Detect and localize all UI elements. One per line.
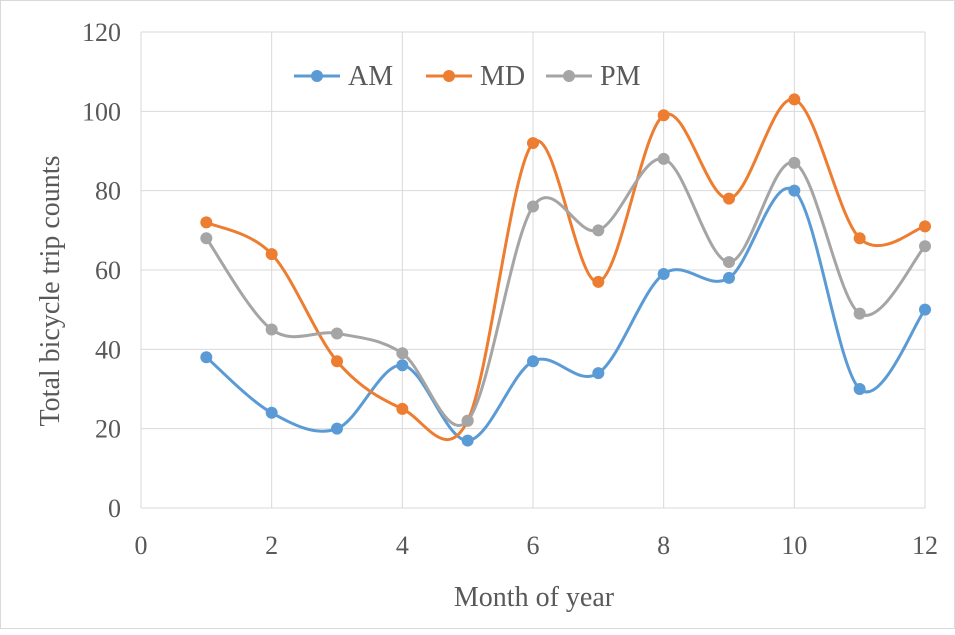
data-point-pm <box>788 156 801 169</box>
legend-label-am: AM <box>348 61 393 92</box>
y-tick-label: 20 <box>95 415 121 444</box>
x-tick-label: 12 <box>912 531 938 560</box>
series-md <box>200 93 931 442</box>
data-point-pm <box>723 256 735 269</box>
legend-marker-pm <box>563 70 575 82</box>
data-point-pm <box>200 232 213 245</box>
data-point-md <box>200 216 213 229</box>
legend-marker-am <box>311 70 323 82</box>
data-point-pm <box>592 224 605 237</box>
y-tick-label: 60 <box>95 256 121 285</box>
data-point-am <box>723 271 735 284</box>
data-point-md <box>396 402 409 415</box>
data-point-am <box>853 383 866 395</box>
series-am <box>200 184 931 447</box>
data-point-am <box>919 303 931 316</box>
y-tick-label: 40 <box>95 335 121 364</box>
data-point-md <box>723 192 735 205</box>
x-tick-label: 10 <box>781 531 807 560</box>
data-point-pm <box>461 414 474 427</box>
x-tick-label: 2 <box>265 531 278 560</box>
legend-label-md: MD <box>480 61 525 92</box>
x-tick-label: 8 <box>657 531 670 560</box>
x-tick-label: 0 <box>135 531 148 560</box>
legend-item-am: AM <box>294 61 393 92</box>
y-tick-label: 80 <box>95 177 121 206</box>
data-point-am <box>788 184 801 197</box>
x-tick-label: 4 <box>396 531 409 560</box>
data-point-md <box>853 232 866 245</box>
legend-item-md: MD <box>426 61 525 92</box>
data-point-pm <box>396 347 409 360</box>
data-point-md <box>527 137 539 150</box>
data-point-md <box>919 220 931 233</box>
data-point-am <box>527 355 539 368</box>
gridlines <box>140 31 926 509</box>
series-lines <box>200 93 931 447</box>
series-line-am <box>205 186 927 443</box>
data-point-am <box>265 406 278 419</box>
data-point-am <box>592 367 605 380</box>
data-point-md <box>265 248 278 261</box>
series-pm <box>200 152 931 427</box>
data-point-pm <box>853 307 866 320</box>
data-point-md <box>592 275 605 288</box>
series-line-md <box>205 97 926 442</box>
data-point-md <box>657 109 670 122</box>
data-point-md <box>788 93 801 106</box>
data-point-pm <box>527 200 539 213</box>
y-tick-label: 100 <box>82 97 121 126</box>
data-point-am <box>331 422 343 435</box>
data-point-pm <box>265 323 278 336</box>
data-point-am <box>396 359 409 372</box>
y-tick-label: 120 <box>82 18 121 47</box>
legend: AM MD PM <box>294 61 641 92</box>
x-axis-title: Month of year <box>454 582 615 613</box>
y-axis-title: Total bicycle trip counts <box>35 156 66 427</box>
data-point-pm <box>657 152 670 165</box>
data-point-am <box>461 434 474 447</box>
legend-item-pm: PM <box>546 61 641 92</box>
data-point-md <box>331 355 343 368</box>
legend-marker-md <box>443 70 455 82</box>
data-point-am <box>200 351 213 364</box>
axes: 0 20 40 60 80 100 120 0 2 4 6 8 10 12 <box>82 18 938 560</box>
y-tick-label: 0 <box>108 494 121 523</box>
legend-label-pm: PM <box>600 61 641 92</box>
series-line-pm <box>205 157 927 427</box>
x-tick-label: 6 <box>527 531 540 560</box>
data-point-pm <box>919 240 931 253</box>
data-point-pm <box>331 327 343 340</box>
data-point-am <box>657 267 670 280</box>
